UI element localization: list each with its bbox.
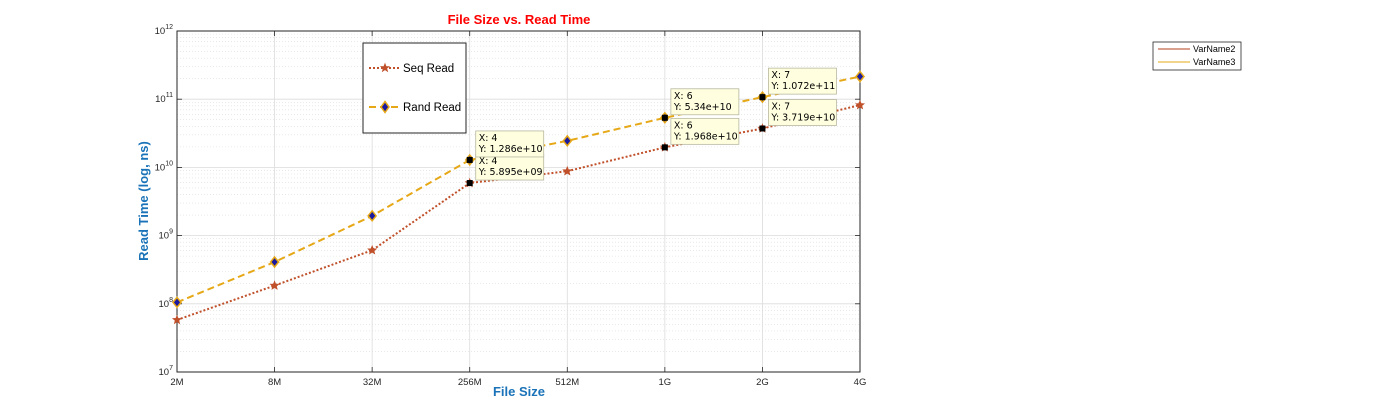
datatip-layer: X: 4Y: 5.895e+09X: 4Y: 1.286e+10X: 6Y: 1… <box>466 67 837 187</box>
x-tick-label: 256M <box>458 377 482 388</box>
y-tick-label: 1012 <box>155 24 173 37</box>
rand-read-point <box>172 296 182 309</box>
legend-box <box>362 42 467 134</box>
seq-read-point <box>269 280 280 290</box>
datatip-anchor <box>661 144 668 151</box>
datatip-y-text: Y: 5.895e+09 <box>478 167 543 178</box>
datatip-y-text: Y: 1.286e+10 <box>478 144 543 155</box>
datatip-x-text: X: 7 <box>771 70 790 81</box>
datatip-box <box>670 88 740 116</box>
datatip-box <box>475 153 545 181</box>
datatip-anchor <box>759 94 766 101</box>
rand-read-point <box>367 209 378 223</box>
legend-rand-label: Rand Read <box>403 102 461 114</box>
datatip-box <box>768 99 837 126</box>
seq-read-line <box>176 104 861 321</box>
grid-layer <box>176 31 861 373</box>
seq-read-point <box>367 244 378 255</box>
secondary-legend-label-2: VarName3 <box>1193 57 1235 67</box>
datatip-x-text: X: 7 <box>771 101 790 112</box>
y-tick-label: 1010 <box>155 160 173 173</box>
datatip-y-text: Y: 3.719e+10 <box>770 112 835 123</box>
seq-read-point <box>562 165 573 176</box>
datatip-y-text: Y: 5.34e+10 <box>673 102 732 113</box>
datatip-x-text: X: 6 <box>674 91 693 102</box>
y-tick-label: 1011 <box>155 92 173 105</box>
x-tick-label: 2M <box>170 377 183 388</box>
chart-title: File Size vs. Read Time <box>448 12 591 27</box>
x-tick-label: 1G <box>659 377 672 388</box>
seq-read-point <box>854 99 866 110</box>
datatip-box <box>670 117 740 145</box>
legend-rand-marker <box>380 100 390 114</box>
datatip-y-text: Y: 1.968e+10 <box>673 131 738 142</box>
seq-read-point <box>171 314 183 325</box>
rand-read-line <box>176 75 861 304</box>
rand-read-point <box>562 134 573 148</box>
y-tick-label: 108 <box>159 297 174 310</box>
x-tick-label: 8M <box>268 377 281 388</box>
x-tick-label: 32M <box>363 377 382 388</box>
x-axis-label: File Size <box>493 384 545 399</box>
legend[interactable]: Seq Read Rand Read <box>362 42 467 134</box>
y-tick-label: 109 <box>159 229 174 242</box>
rand-read-point <box>855 70 865 83</box>
secondary-legend[interactable]: VarName2 VarName3 <box>1152 41 1242 71</box>
datatip-anchor <box>466 180 473 187</box>
datatip-x-text: X: 4 <box>479 156 498 167</box>
datatip-anchor <box>759 125 766 132</box>
datatip-box <box>475 130 545 158</box>
rand-read-point <box>269 255 280 269</box>
plot-frame <box>176 30 861 373</box>
datatip-anchor <box>466 156 473 163</box>
datatip-x-text: X: 6 <box>674 120 693 131</box>
x-tick-label: 4G <box>854 377 867 388</box>
datatip-box <box>768 67 837 95</box>
y-axis-label: Read Time (log, ns) <box>136 141 151 261</box>
datatip-x-text: X: 4 <box>479 133 498 144</box>
datatip-anchor <box>661 114 668 121</box>
secondary-legend-box <box>1152 41 1242 71</box>
tick-layer: 2M 8M 32M 256M 512M 1G 2G 4G1071081091010101110… <box>155 24 867 388</box>
x-tick-label: 512M <box>555 377 579 388</box>
datatip-y-text: Y: 1.072e+11 <box>770 81 835 92</box>
legend-seq-label: Seq Read <box>403 63 454 75</box>
x-tick-label: 2G <box>756 377 769 388</box>
secondary-legend-label-1: VarName2 <box>1193 44 1235 54</box>
series-layer <box>171 70 866 325</box>
legend-seq-marker <box>379 62 391 73</box>
